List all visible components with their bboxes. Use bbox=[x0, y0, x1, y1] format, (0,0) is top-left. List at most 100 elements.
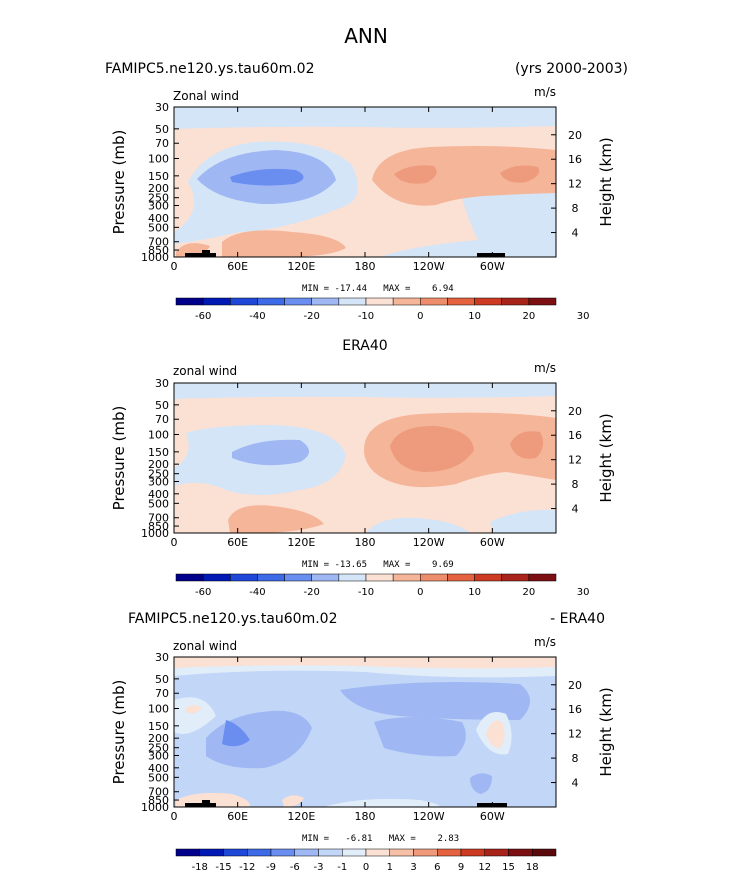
panel-1-xtick-label: 120E bbox=[287, 260, 315, 273]
panel-1-ptick-label: 100 bbox=[148, 153, 169, 166]
panel-3-ptick-label: 700 bbox=[148, 786, 169, 799]
panel-2-ptick-label: 1000 bbox=[141, 527, 169, 540]
panel-1-colorbar-box bbox=[474, 297, 502, 306]
panel-3-pos-low-b bbox=[282, 795, 304, 807]
panel-3-variable: zonal wind bbox=[173, 639, 237, 653]
panel-3-title-right: - ERA40 bbox=[550, 611, 605, 627]
panel-2-colorbar-box bbox=[447, 573, 475, 582]
panel-3-colorbar-box bbox=[365, 848, 390, 857]
panel-1-colorbar-box bbox=[284, 297, 312, 306]
panel-3-colorbar: -18 -15 -12 -9 -6 -3 -1 0 1 3 6 9 12 15 18 bbox=[175, 848, 557, 873]
panel-3-ptick-label: 150 bbox=[148, 720, 169, 733]
panel-1-title-left: FAMIPC5.ne120.ys.tau60m.02 bbox=[105, 61, 314, 77]
panel-3-xtick-label: 120W bbox=[413, 810, 445, 823]
panel-1-colorbar-box bbox=[230, 297, 258, 306]
panel-1-westerly-peak-b bbox=[500, 165, 540, 183]
panel-1-colorbar-box bbox=[447, 297, 475, 306]
panel-3-min-max: MIN = -6.81 MAX = 2.83 bbox=[302, 834, 459, 844]
panel-2-ptick-label: 200 bbox=[148, 458, 169, 471]
panel-3-colorbar-label: -12 bbox=[239, 862, 255, 873]
panel-1-strat-easterly bbox=[174, 107, 556, 129]
panel-1-ptick-label: 700 bbox=[148, 236, 169, 249]
panel-2-colorbar-box bbox=[528, 573, 557, 582]
panel-3-colorbar-box bbox=[389, 848, 414, 857]
panel-2-xtick-label: 60E bbox=[227, 536, 248, 549]
panel-3-colorbar-label: -9 bbox=[266, 862, 276, 873]
panel-2-htick-label: 4 bbox=[572, 503, 579, 516]
panel-3-neg-band-upper bbox=[340, 682, 530, 720]
panel-2-colorbar-box bbox=[338, 573, 367, 582]
panel-1-ptick-label: 850 bbox=[148, 244, 169, 257]
panel-1-xtick-label: 0 bbox=[171, 260, 178, 273]
panel-1-xtick-label: 60W bbox=[480, 260, 505, 273]
panel-1-colorbar-label: 10 bbox=[468, 311, 481, 322]
panel-1-htick-label: 8 bbox=[572, 202, 579, 215]
panel-2-colorbar-label: 20 bbox=[522, 587, 535, 598]
terrain-africa-peak bbox=[202, 800, 210, 807]
panel-3-ptick-label: 400 bbox=[148, 762, 169, 775]
panel-2-ptick-label: 700 bbox=[148, 512, 169, 525]
panel-2-strat-easterly bbox=[174, 383, 556, 399]
panel-2-colorbar-box bbox=[230, 573, 258, 582]
panel-2-ptick-label: 70 bbox=[155, 413, 169, 426]
panel-2-colorbar-label: 0 bbox=[417, 587, 423, 598]
panel-1-colorbar-label: -60 bbox=[195, 311, 211, 322]
panel-2-xtick-label: 0 bbox=[171, 536, 178, 549]
panel-1-colorbar-box bbox=[420, 297, 448, 306]
panel-3-htick-label: 16 bbox=[568, 703, 582, 716]
panel-2-ptick-label: 250 bbox=[148, 468, 169, 481]
panel-3-ptick-label: 300 bbox=[148, 749, 169, 762]
panel-3-colorbar-box bbox=[294, 848, 319, 857]
panel-2-ptick-label: 300 bbox=[148, 475, 169, 488]
terrain-africa bbox=[185, 253, 216, 257]
panel-1-variable: Zonal wind bbox=[173, 89, 239, 103]
panel-1-easterly-peak bbox=[230, 168, 304, 186]
panel-2-ptick-label: 400 bbox=[148, 488, 169, 501]
panel-1-colorbar-box bbox=[311, 297, 340, 306]
panel-1-contour-field bbox=[174, 107, 556, 257]
panel-3-xtick-label: 60W bbox=[480, 810, 505, 823]
panel-3-colorbar-label: -6 bbox=[290, 862, 300, 873]
panel-3-near-zero-low bbox=[324, 798, 440, 807]
panel-2-ptick-label: 150 bbox=[148, 446, 169, 459]
panel-2-ptick-label: 850 bbox=[148, 520, 169, 533]
panel-1-ylabel-left: Pressure (mb) bbox=[110, 130, 128, 235]
panel-3-colorbar-box bbox=[342, 848, 367, 857]
panel-2-colorbar-box bbox=[175, 573, 204, 582]
panel-2-colorbar-box bbox=[311, 573, 340, 582]
panel-1-colorbar-label: -10 bbox=[358, 311, 374, 322]
panel-1-ptick-label: 50 bbox=[155, 123, 169, 136]
panel-3-colorbar-box bbox=[270, 848, 295, 857]
panel-2-colorbar-box bbox=[365, 573, 394, 582]
panel-3-top-positive bbox=[174, 657, 556, 669]
panel-3-colorbar-box bbox=[508, 848, 533, 857]
panel-3-ptick-label: 1000 bbox=[141, 801, 169, 814]
panel-1-colorbar-label: 30 bbox=[577, 311, 590, 322]
panel-3-ptick-label: 200 bbox=[148, 732, 169, 745]
panel-2-ptick-label: 50 bbox=[155, 399, 169, 412]
panel-2-colorbar-box bbox=[501, 573, 530, 582]
panel-3-ptick-label: 500 bbox=[148, 771, 169, 784]
panel-2-units: m/s bbox=[534, 361, 556, 375]
panel-2-low-easterly-a bbox=[366, 517, 470, 533]
panel-1-units: m/s bbox=[534, 85, 556, 99]
panel-1-colorbar-box bbox=[501, 297, 530, 306]
panel-1-ptick-label: 400 bbox=[148, 212, 169, 225]
panel-2-axes: 0 60E 120E 180 120W 60W3050701001502002503004… bbox=[110, 377, 615, 549]
panel-2-contour-field bbox=[174, 383, 556, 533]
panel-2-colorbar-label: 10 bbox=[468, 587, 481, 598]
panel-1-colorbar-box bbox=[338, 297, 367, 306]
panel-2-min-max: MIN = -13.65 MAX = 9.69 bbox=[302, 560, 454, 570]
panel-2-westerly-peak-b bbox=[510, 431, 544, 459]
panel-1-axes: 0 60E 120E 180 120W 60W3050701001502002503004… bbox=[110, 101, 615, 273]
panel-2-xtick-label: 120W bbox=[413, 536, 445, 549]
panel-1-xtick-label: 180 bbox=[355, 260, 376, 273]
page-title: ANN bbox=[344, 24, 388, 48]
panel-1-colorbar-box bbox=[202, 297, 231, 306]
panel-1-westerly-peak-a bbox=[394, 165, 437, 184]
panel-1-ptick-label: 500 bbox=[148, 221, 169, 234]
panel-1-colorbar-label: -40 bbox=[249, 311, 265, 322]
panel-3-colorbar-box bbox=[175, 848, 200, 857]
panel-2-low-easterly-b bbox=[490, 509, 556, 533]
panel-1-ptick-label: 250 bbox=[148, 192, 169, 205]
